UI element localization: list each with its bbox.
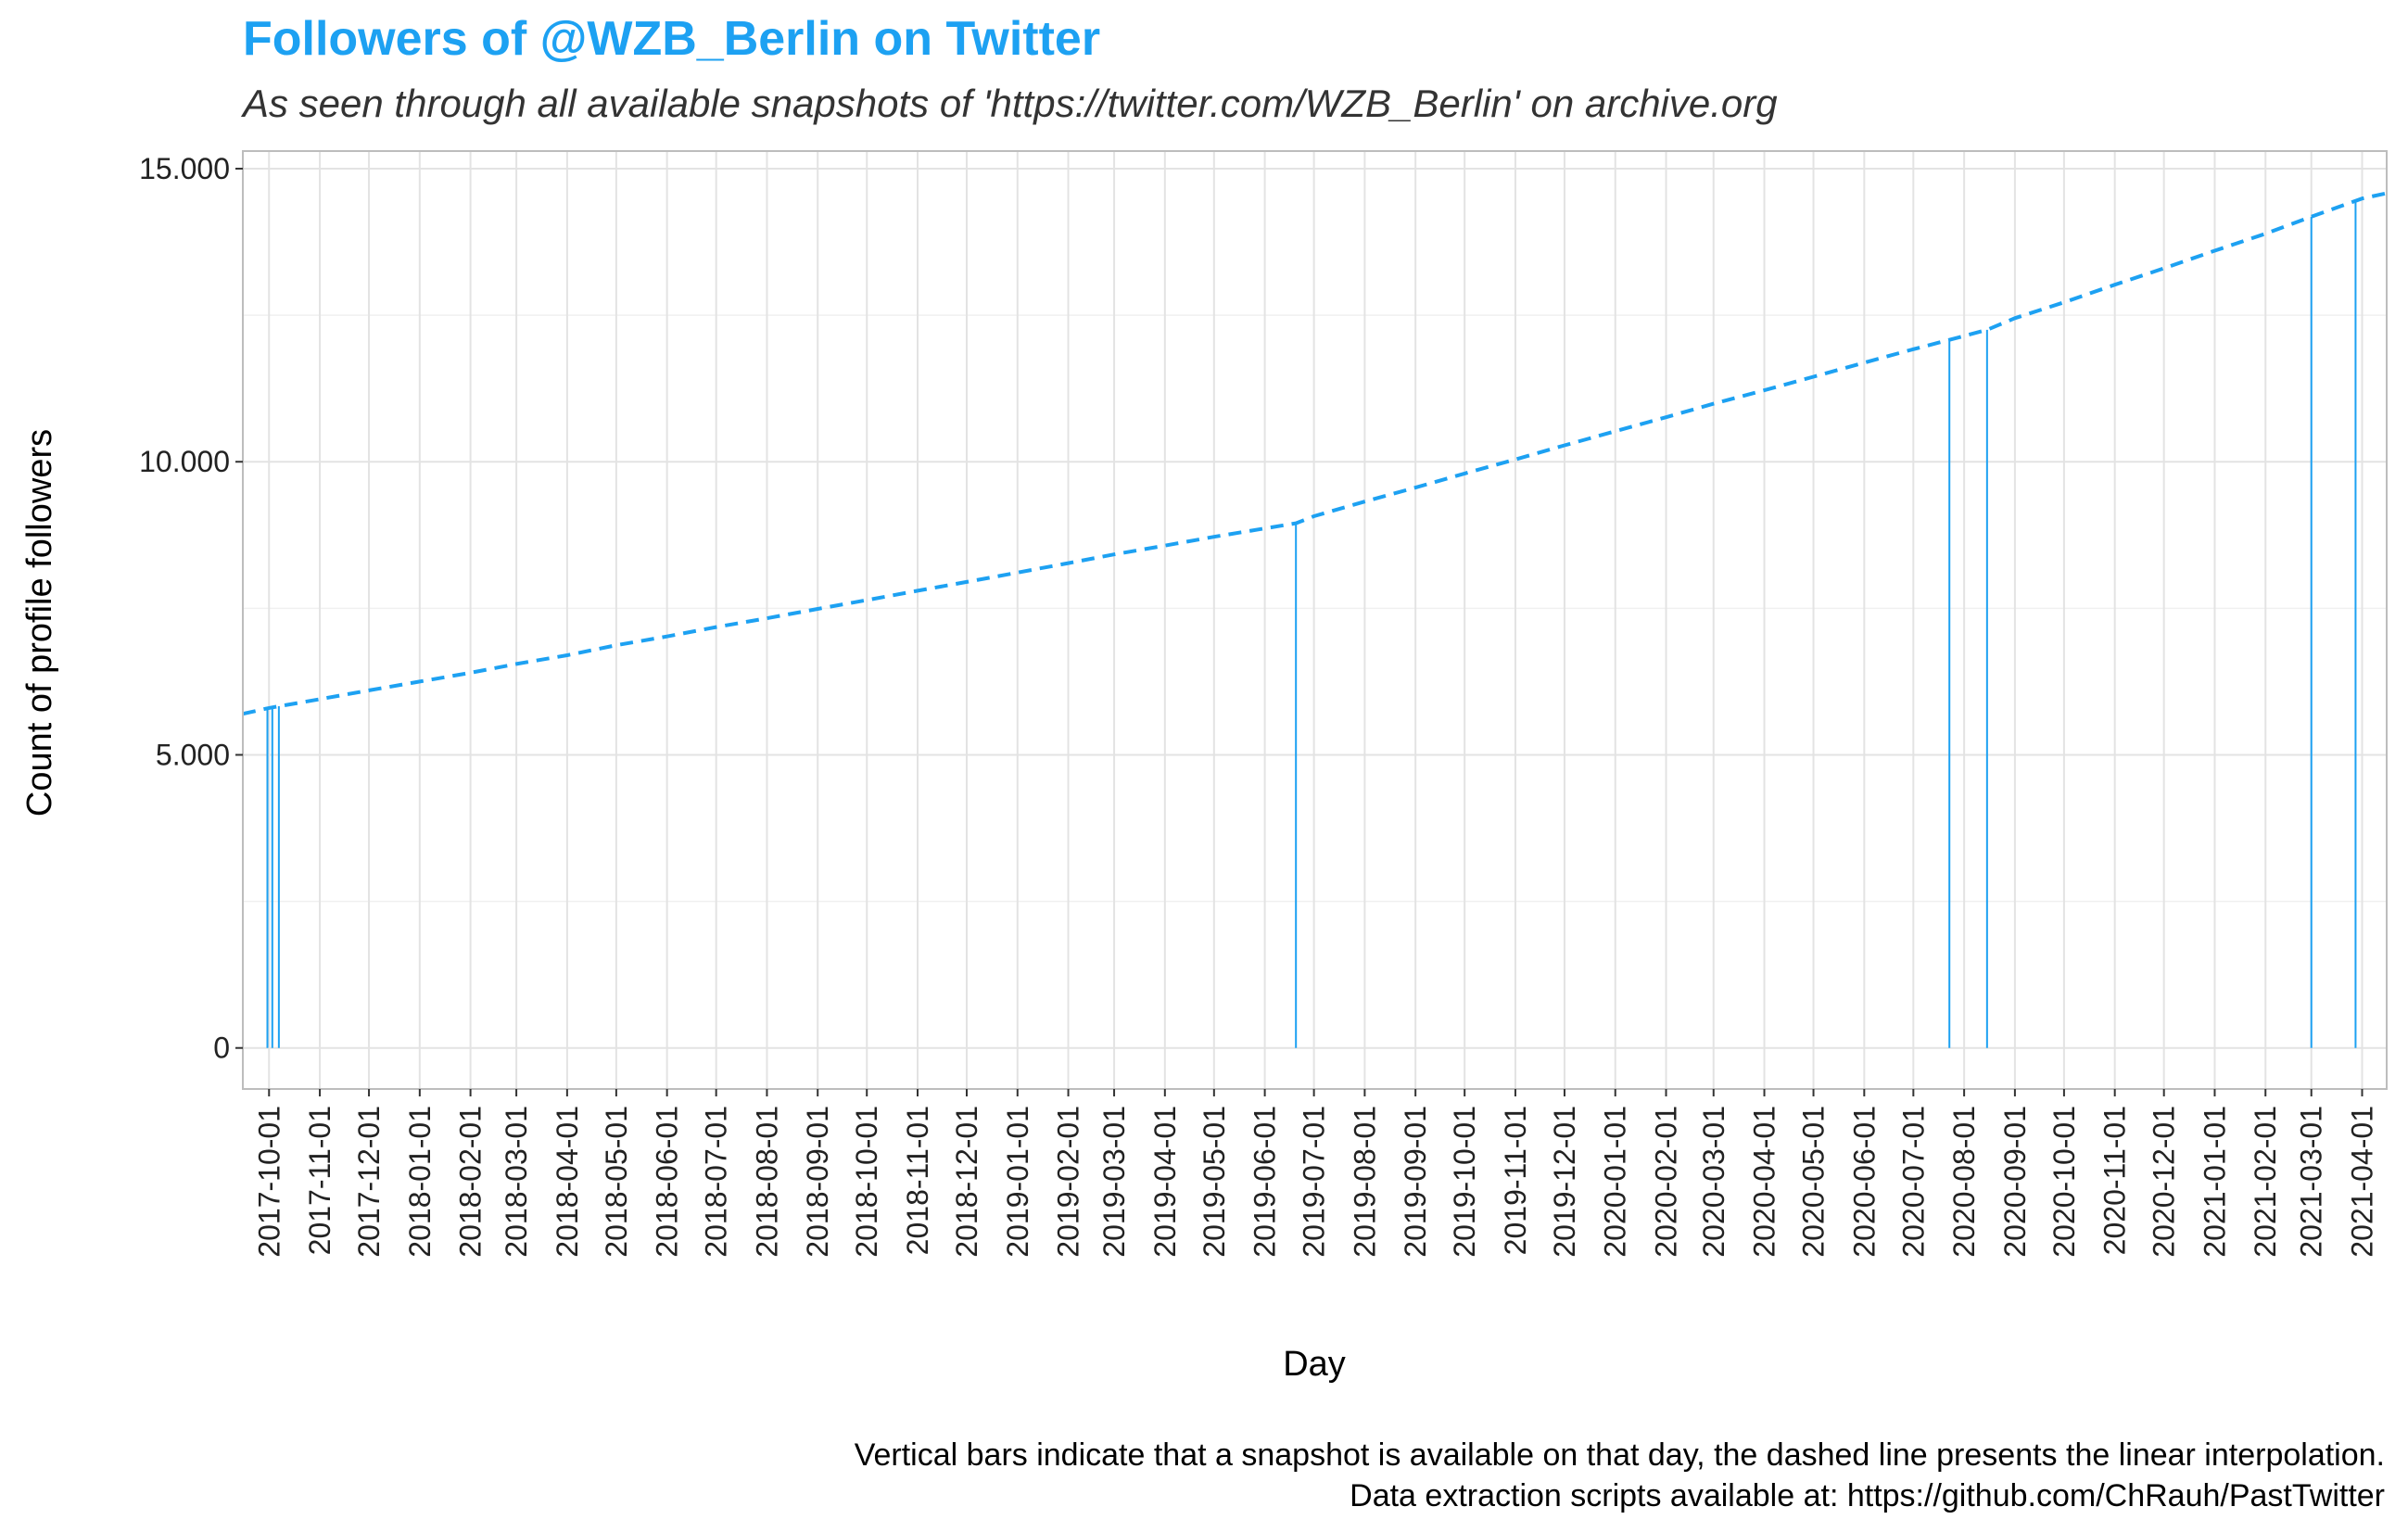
x-tick-label: 2017-10-01 [252, 1106, 285, 1258]
x-tick-label: 2019-04-01 [1148, 1106, 1182, 1258]
x-tick-label: 2019-08-01 [1348, 1106, 1381, 1258]
x-tick-label: 2020-07-01 [1896, 1106, 1930, 1258]
y-tick-label: 10.000 [139, 445, 230, 478]
x-tick-label: 2020-03-01 [1697, 1106, 1730, 1258]
x-tick-label: 2019-09-01 [1399, 1106, 1432, 1258]
y-tick-label: 5.000 [156, 738, 230, 771]
y-axis-title: Count of profile followers [20, 429, 59, 817]
x-tick-label: 2020-08-01 [1947, 1106, 1981, 1258]
x-tick-label: 2020-09-01 [1998, 1106, 2032, 1258]
x-tick-label: 2019-07-01 [1298, 1106, 1331, 1258]
x-tick-label: 2021-02-01 [2249, 1106, 2282, 1258]
x-tick-label: 2021-03-01 [2295, 1106, 2328, 1258]
x-tick-label: 2019-11-01 [1499, 1106, 1532, 1255]
y-tick-label: 0 [213, 1032, 230, 1065]
chart-caption: Vertical bars indicate that a snapshot i… [855, 1435, 2385, 1516]
x-tick-label: 2020-01-01 [1599, 1106, 1632, 1258]
x-tick-label: 2019-05-01 [1198, 1106, 1231, 1258]
x-tick-label: 2018-06-01 [651, 1106, 684, 1258]
x-tick-label: 2019-03-01 [1097, 1106, 1131, 1258]
x-tick-label: 2018-04-01 [551, 1106, 584, 1258]
snapshot-bars [266, 200, 2357, 1048]
x-tick-label: 2018-09-01 [801, 1106, 834, 1258]
x-tick-label: 2020-11-01 [2098, 1106, 2132, 1255]
x-tick-label: 2020-10-01 [2047, 1106, 2081, 1258]
x-tick-label: 2020-02-01 [1650, 1106, 1683, 1258]
x-tick-label: 2020-04-01 [1748, 1106, 1781, 1258]
y-tick-label: 15.000 [139, 152, 230, 185]
x-tick-label: 2019-01-01 [1001, 1106, 1034, 1258]
x-tick-label: 2018-08-01 [750, 1106, 783, 1258]
x-tick-label: 2019-02-01 [1052, 1106, 1085, 1258]
interpolation-line-group [242, 191, 2388, 716]
x-tick-label: 2021-01-01 [2198, 1106, 2231, 1258]
grid-lines [243, 151, 2387, 1089]
x-tick-label: 2018-05-01 [600, 1106, 633, 1258]
y-axis-ticks: 0 5.000 10.000 15.000 [139, 152, 243, 1065]
x-tick-label: 2018-10-01 [850, 1106, 883, 1258]
x-tick-label: 2020-12-01 [2148, 1106, 2181, 1258]
interpolation-line [242, 191, 2388, 716]
x-axis-title: Day [1283, 1345, 1346, 1384]
x-tick-label: 2019-12-01 [1548, 1106, 1581, 1258]
chart-title: Followers of @WZB_Berlin on Twitter [243, 12, 1101, 66]
x-tick-label: 2018-12-01 [950, 1106, 983, 1258]
x-tick-label: 2019-06-01 [1248, 1106, 1282, 1258]
x-axis-ticks: 2017-10-01 2017-11-01 2017-12-01 2018-01-01… [252, 1089, 2378, 1258]
x-tick-label: 2018-01-01 [403, 1106, 437, 1258]
x-tick-label: 2017-11-01 [303, 1106, 336, 1255]
x-tick-label: 2019-10-01 [1448, 1106, 1481, 1258]
x-tick-label: 2018-02-01 [454, 1106, 488, 1258]
caption-line-2: Data extraction scripts available at: ht… [1350, 1478, 2385, 1513]
x-tick-label: 2020-06-01 [1847, 1106, 1881, 1258]
x-tick-label: 2017-12-01 [352, 1106, 386, 1258]
chart-subtitle: As seen through all available snapshots … [243, 82, 1778, 125]
x-tick-label: 2018-07-01 [700, 1106, 733, 1258]
x-tick-label: 2020-05-01 [1797, 1106, 1831, 1258]
x-tick-label: 2018-11-01 [901, 1106, 934, 1255]
x-tick-label: 2021-04-01 [2345, 1106, 2378, 1258]
x-tick-label: 2018-03-01 [500, 1106, 533, 1258]
caption-line-1: Vertical bars indicate that a snapshot i… [854, 1437, 2385, 1473]
